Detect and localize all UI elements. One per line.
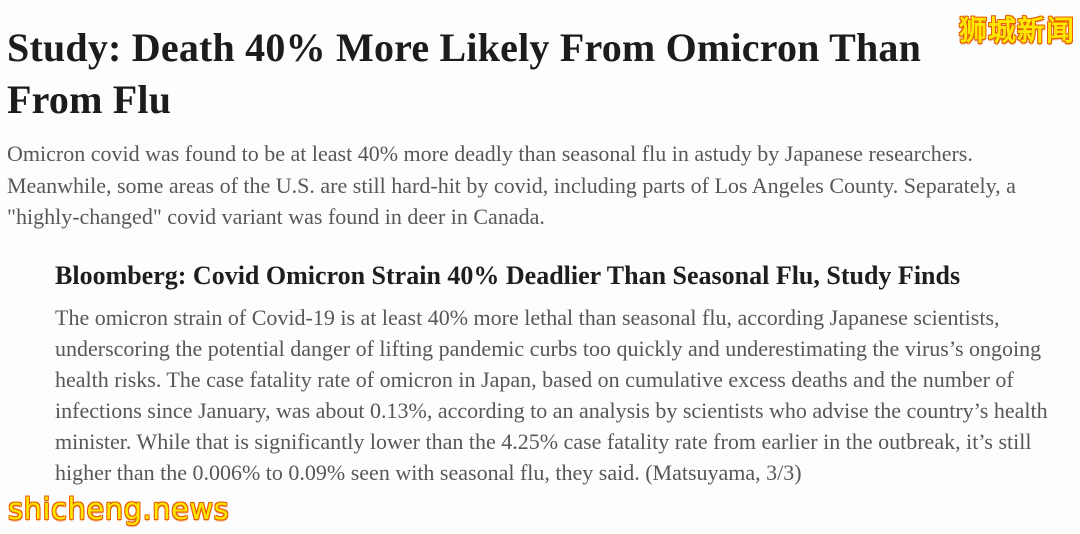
report-body-paragraph: The omicron strain of Covid-19 is at lea… [55, 305, 1048, 485]
report-heading: Bloomberg: Covid Omicron Strain 40% Dead… [55, 261, 961, 290]
article-title: Study: Death 40% More Likely From Omicro… [7, 25, 922, 122]
quoted-report-block: Bloomberg: Covid Omicron Strain 40% Dead… [55, 261, 1065, 488]
article-lead-paragraph: Omicron covid was found to be at least 4… [7, 141, 1016, 229]
site-watermark-domain: shicheng.news [8, 492, 230, 526]
